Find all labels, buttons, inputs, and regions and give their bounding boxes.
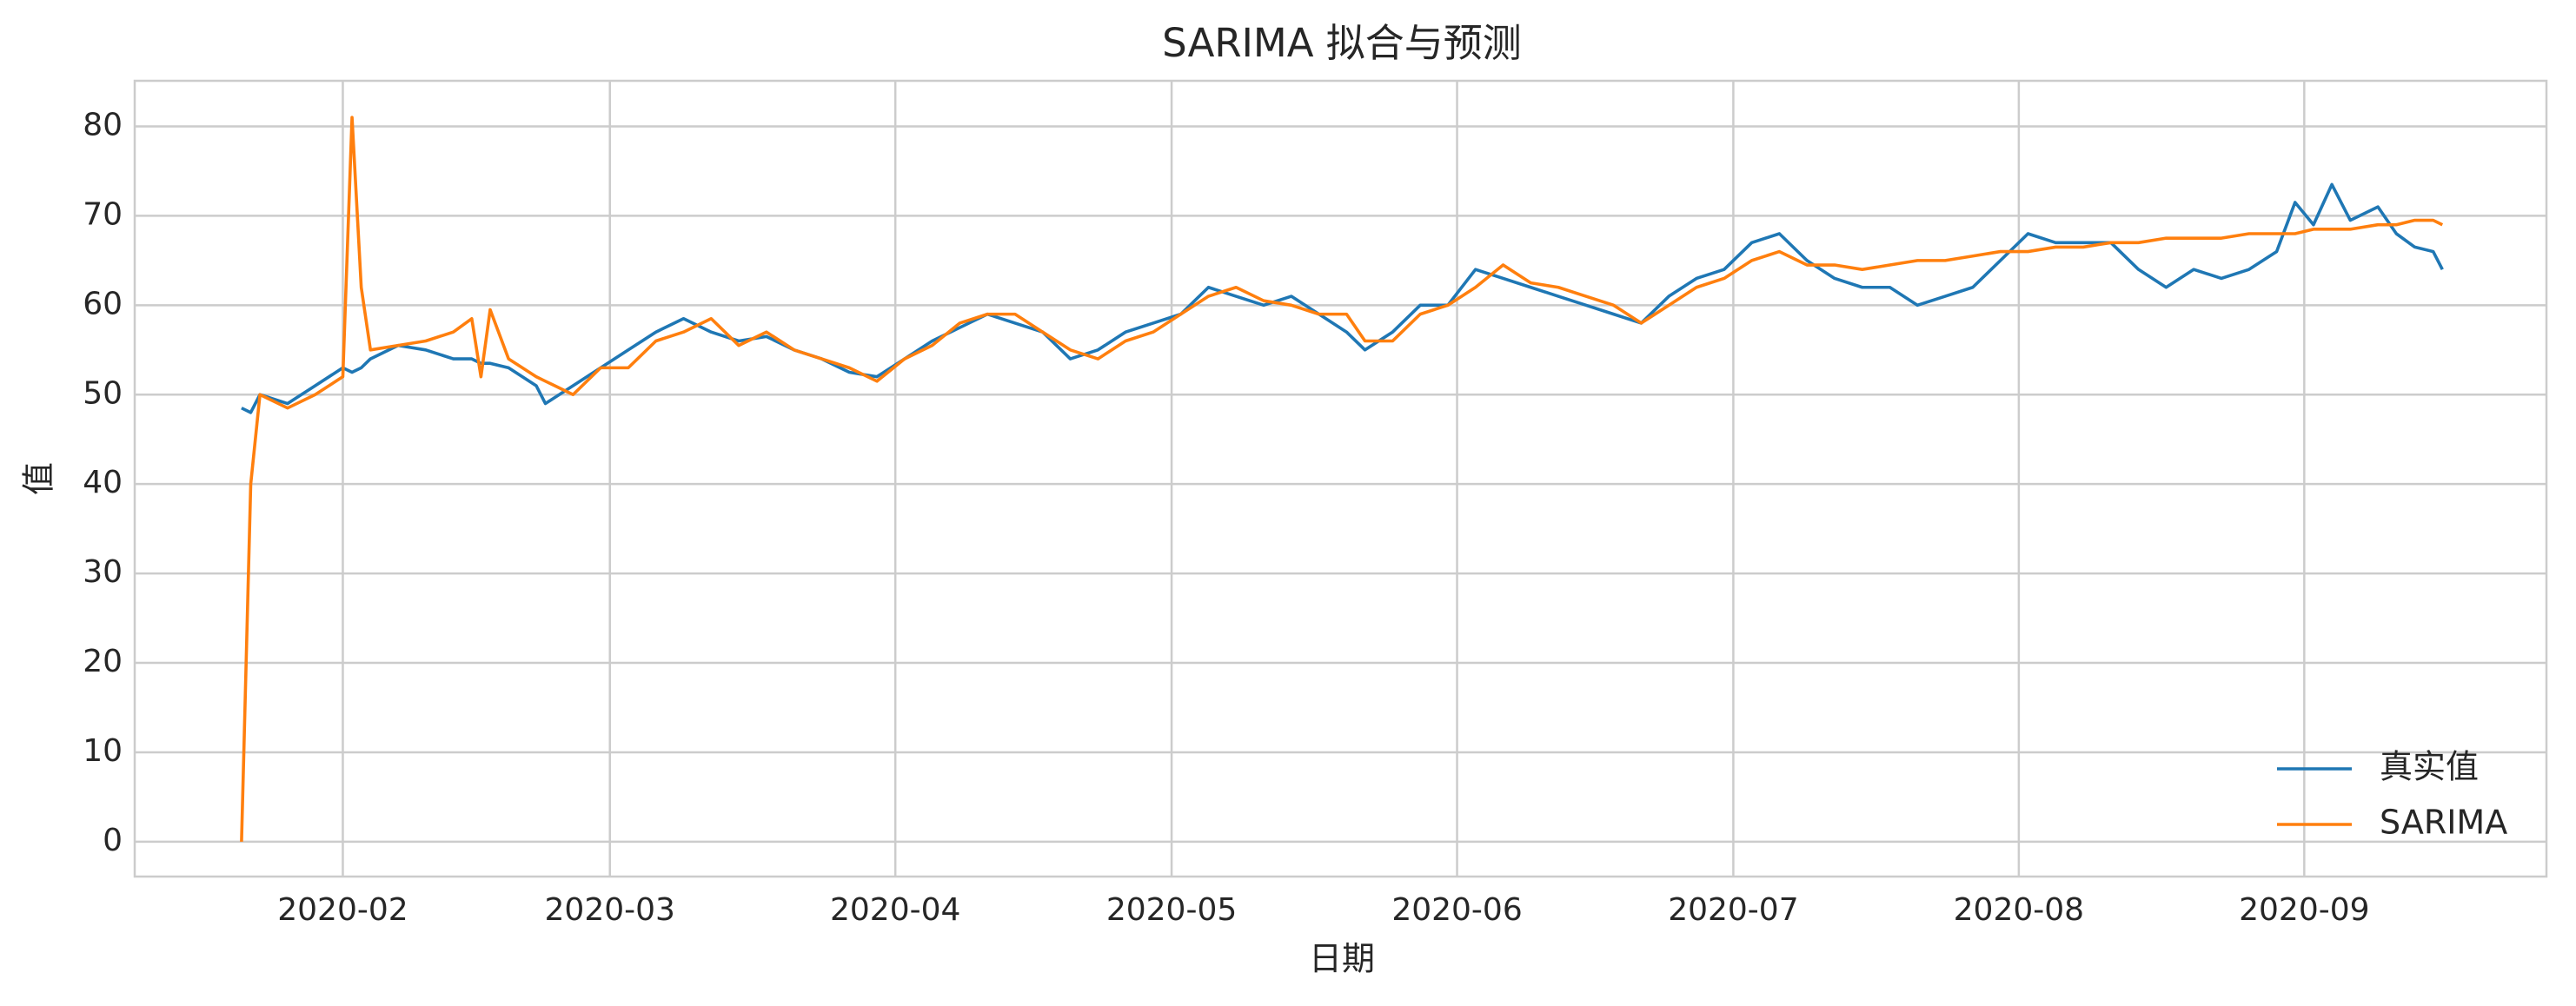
y-tick-label: 0 (103, 823, 123, 858)
x-tick-label: 2020-08 (1954, 892, 2084, 928)
y-axis-label: 值 (20, 462, 58, 495)
x-tick-label: 2020-03 (545, 892, 675, 928)
y-tick-label: 50 (83, 375, 123, 411)
x-tick-label: 2020-09 (2239, 892, 2369, 928)
y-tick-label: 60 (83, 286, 123, 321)
legend-label: 真实值 (2380, 748, 2479, 786)
y-tick-label: 20 (83, 644, 123, 679)
x-tick-label: 2020-02 (277, 892, 408, 928)
data-line (240, 116, 2444, 842)
y-tick-label: 40 (83, 465, 123, 500)
y-tick-label: 80 (83, 107, 123, 142)
legend-label: SARIMA (2380, 804, 2507, 842)
x-tick-label: 2020-04 (830, 892, 960, 928)
chart-title: SARIMA 拟合与预测 (1162, 20, 1522, 66)
x-axis-label: 日期 (1309, 940, 1375, 978)
x-tick-label: 2020-05 (1106, 892, 1237, 928)
y-tick-label: 30 (83, 554, 123, 590)
y-tick-label: 10 (83, 733, 123, 769)
plot-frame (133, 79, 2548, 878)
x-tick-label: 2020-06 (1391, 892, 1522, 928)
x-tick-label: 2020-07 (1668, 892, 1798, 928)
data-line (241, 182, 2444, 414)
y-tick-label: 70 (83, 196, 123, 232)
